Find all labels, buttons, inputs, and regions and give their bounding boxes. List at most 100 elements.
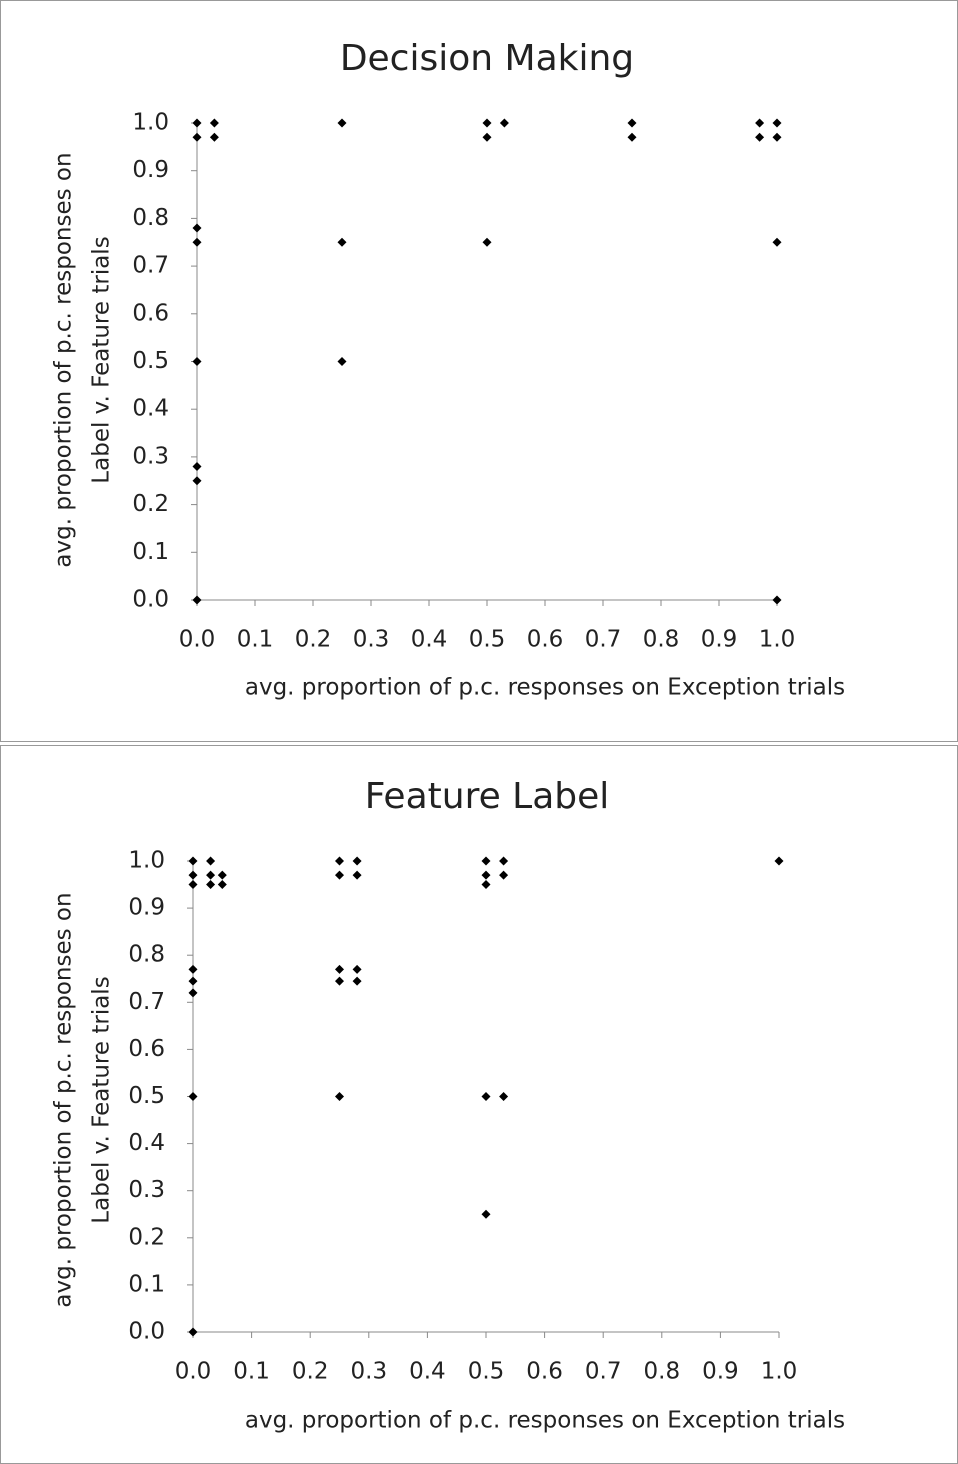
point (755, 132, 765, 142)
chart-title: Decision Making (340, 38, 634, 79)
y-tick-label: 0.6 (132, 300, 169, 326)
point (192, 357, 202, 366)
point (209, 132, 219, 142)
point (206, 870, 216, 880)
y-tick-label: 0.0 (132, 587, 169, 613)
point (188, 988, 198, 998)
x-tick-label: 0.7 (585, 627, 622, 653)
point (335, 964, 344, 974)
point (188, 976, 198, 986)
x-tick-label: 1.0 (761, 1359, 798, 1385)
point (206, 856, 216, 866)
y-tick-label: 0.3 (132, 443, 169, 469)
point (627, 132, 637, 142)
y-tick-label: 0.4 (132, 396, 169, 422)
x-tick-label: 0.1 (237, 627, 274, 653)
y-tick-label: 0.7 (132, 253, 169, 279)
point (481, 856, 491, 866)
x-tick-label: 0.9 (702, 1359, 739, 1385)
y-axis-label: Label v. Feature trials (89, 236, 115, 483)
x-tick-label: 0.3 (353, 627, 390, 653)
point (209, 118, 219, 128)
point (192, 132, 202, 142)
y-tick-label: 0.1 (132, 539, 169, 565)
x-tick-label: 0.6 (527, 627, 564, 653)
y-tick-label: 0.6 (128, 1036, 165, 1062)
point (774, 856, 784, 866)
point (192, 223, 202, 233)
point (482, 118, 492, 128)
x-tick-label: 0.8 (644, 1359, 681, 1385)
x-tick-label: 0.4 (411, 627, 448, 653)
x-tick-label: 0.4 (409, 1359, 446, 1385)
x-tick-label: 1.0 (759, 627, 796, 653)
y-tick-label: 0.7 (128, 989, 165, 1015)
point (188, 964, 198, 974)
y-tick-label: 0.1 (128, 1271, 165, 1297)
y-tick-label: 0.8 (132, 205, 169, 231)
point (481, 1092, 491, 1101)
point (335, 870, 344, 880)
x-tick-label: 0.6 (526, 1359, 563, 1385)
x-axis-label: avg. proportion of p.c. responses on Exc… (245, 1408, 845, 1434)
point (192, 118, 202, 128)
point (192, 237, 202, 247)
point (335, 976, 344, 986)
point (481, 1209, 491, 1219)
point (499, 870, 509, 880)
x-axis-label: avg. proportion of p.c. responses on Exc… (245, 675, 845, 701)
point (352, 870, 362, 880)
chart-title: Feature Label (365, 776, 610, 817)
x-tick-label: 0.2 (292, 1359, 329, 1385)
x-tick-label: 0.5 (469, 627, 506, 653)
point (206, 880, 216, 890)
point (482, 237, 492, 247)
point (337, 237, 347, 247)
point (217, 870, 227, 880)
point (352, 976, 362, 986)
point (352, 856, 362, 866)
x-tick-label: 0.7 (585, 1359, 622, 1385)
y-axis-label: Label v. Feature trials (89, 976, 115, 1223)
x-tick-label: 0.8 (643, 627, 680, 653)
y-tick-label: 0.5 (132, 348, 169, 374)
point (481, 880, 491, 890)
point (335, 1092, 344, 1101)
point (499, 856, 509, 866)
y-tick-label: 0.8 (128, 942, 165, 968)
point (772, 595, 782, 605)
point (217, 880, 227, 890)
y-tick-label: 0.9 (132, 157, 169, 183)
x-tick-label: 0.0 (175, 1359, 212, 1385)
point (337, 118, 347, 128)
point (499, 1092, 509, 1101)
y-tick-label: 1.0 (128, 848, 165, 874)
y-tick-label: 0.3 (128, 1177, 165, 1203)
point (188, 870, 198, 880)
point (192, 461, 202, 471)
x-tick-label: 0.5 (468, 1359, 505, 1385)
point (772, 132, 782, 142)
y-tick-label: 0.4 (128, 1130, 165, 1156)
point (499, 118, 509, 128)
point (772, 237, 782, 247)
x-tick-label: 0.1 (233, 1359, 270, 1385)
x-tick-label: 0.3 (351, 1359, 388, 1385)
point (335, 856, 344, 866)
point (192, 476, 202, 486)
point (482, 132, 492, 142)
point (192, 595, 202, 605)
y-axis-label: avg. proportion of p.c. responses on (51, 892, 77, 1307)
y-tick-label: 0.9 (128, 895, 165, 921)
point (337, 357, 347, 366)
x-tick-label: 0.0 (179, 627, 216, 653)
point (188, 856, 198, 866)
x-tick-label: 0.2 (295, 627, 332, 653)
y-tick-label: 0.2 (128, 1224, 165, 1250)
point (188, 880, 198, 890)
point (772, 118, 782, 128)
y-tick-label: 0.0 (128, 1319, 165, 1345)
y-tick-label: 1.0 (132, 110, 169, 136)
